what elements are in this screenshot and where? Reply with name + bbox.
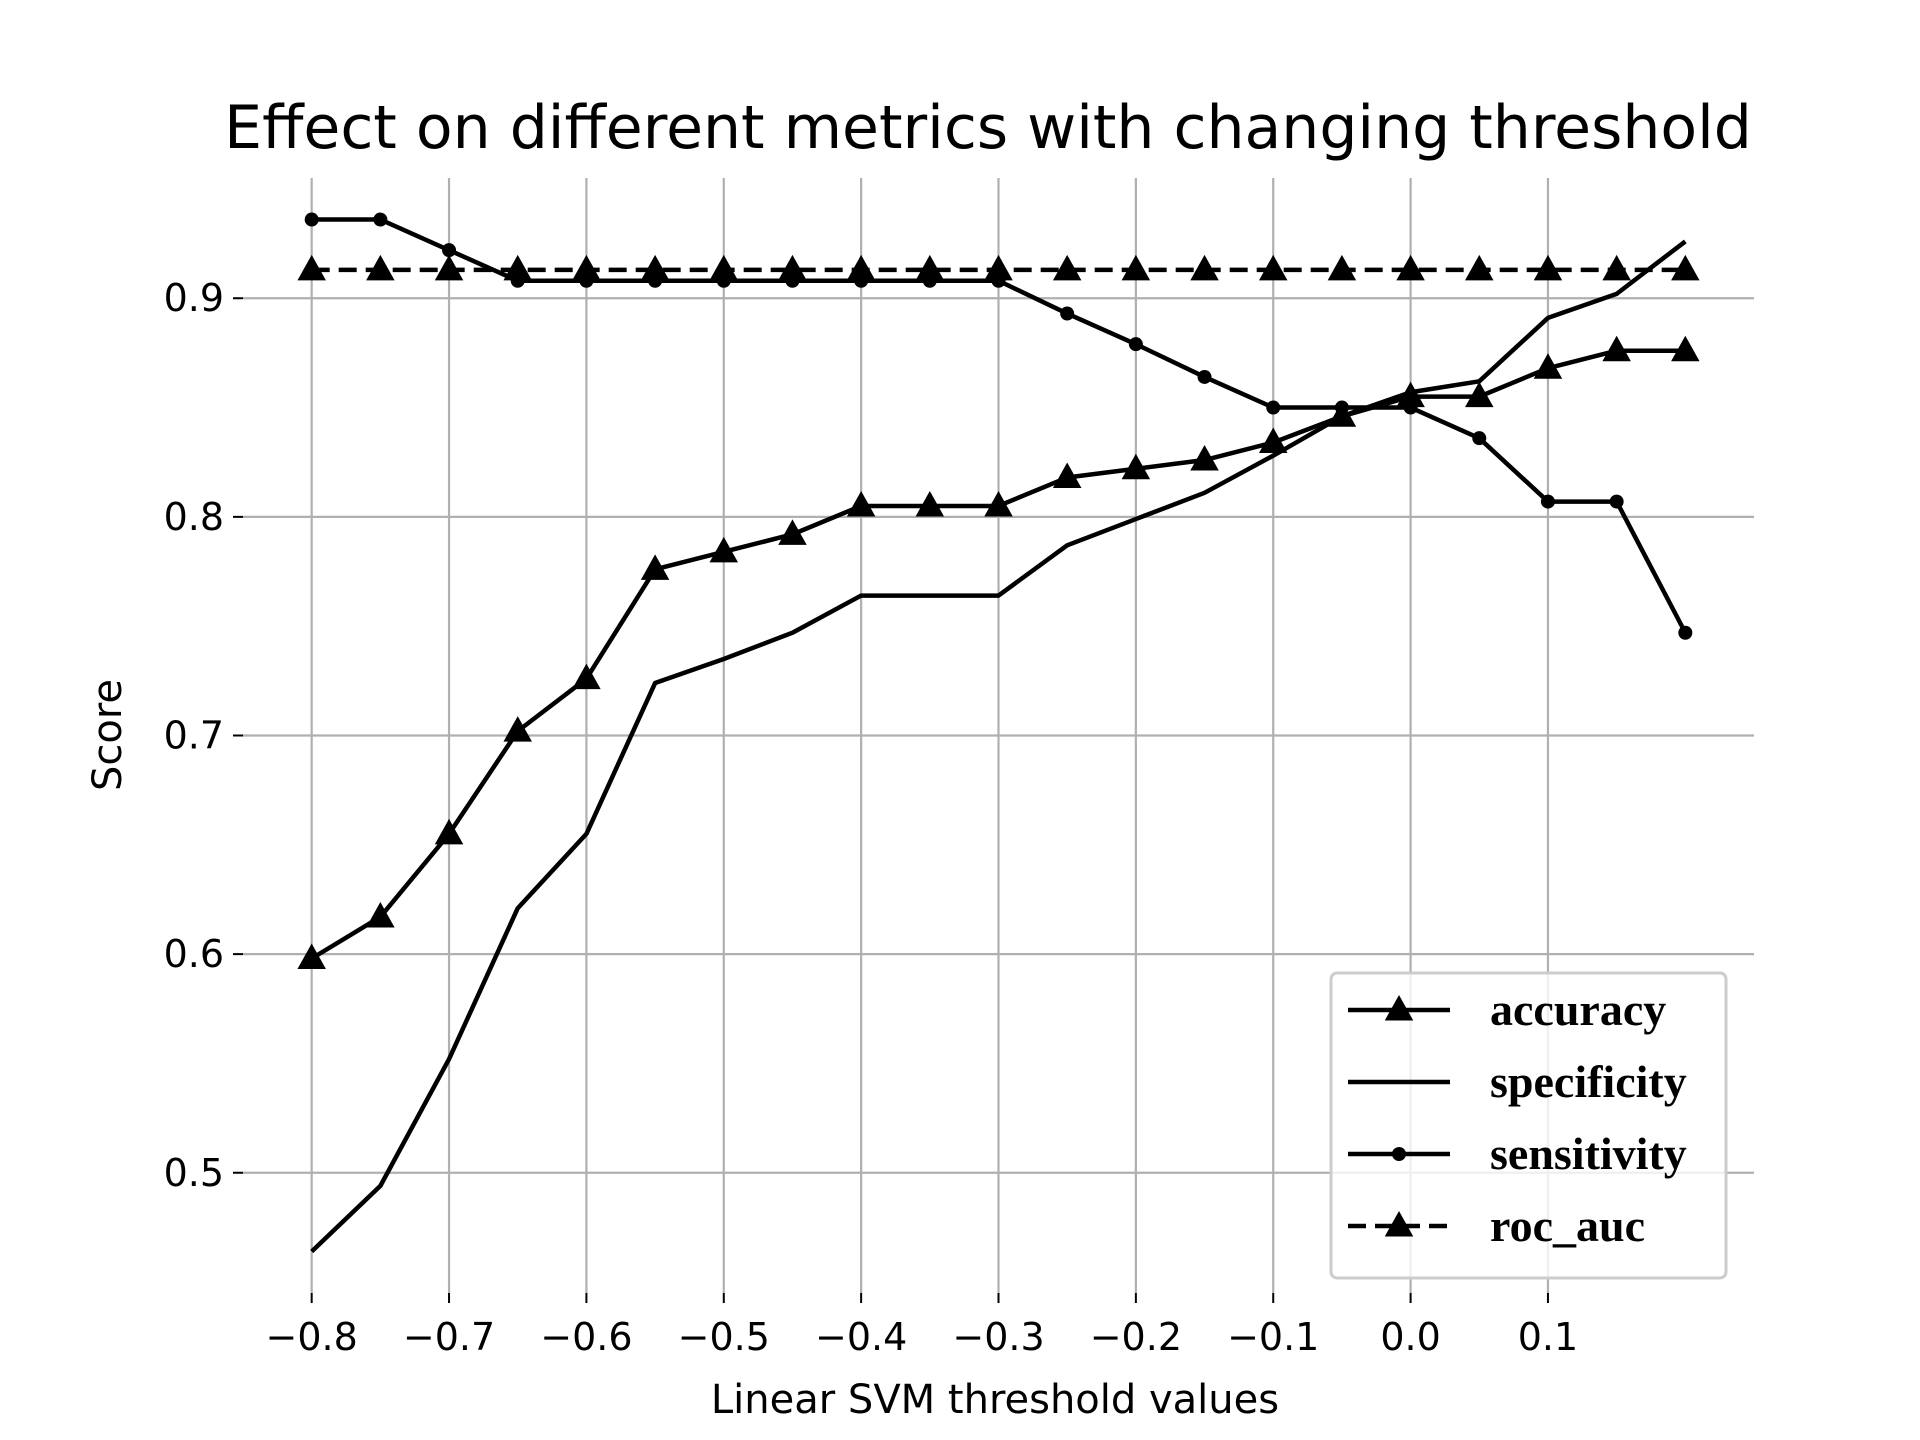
data-point — [1121, 453, 1151, 480]
data-point — [1060, 306, 1075, 321]
data-point — [1671, 254, 1700, 281]
series-roc-auc — [297, 254, 1700, 281]
data-point — [778, 254, 807, 281]
data-point — [846, 490, 876, 517]
legend-item-specificity: specificity — [1348, 1056, 1687, 1107]
series-specificity — [310, 239, 1687, 1254]
x-tick-label: 0.1 — [1518, 1315, 1578, 1359]
data-point — [1602, 254, 1631, 281]
data-point — [572, 663, 601, 690]
legend-item-sensitivity: sensitivity — [1348, 1128, 1687, 1179]
legend-label: accuracy — [1490, 984, 1666, 1035]
data-point — [1197, 369, 1212, 384]
data-point — [572, 254, 601, 281]
legend-item-roc-auc: roc_auc — [1348, 1200, 1645, 1251]
x-tick-label: −0.2 — [1090, 1315, 1182, 1359]
data-point — [1327, 254, 1357, 281]
chart-title: Effect on different metrics with changin… — [224, 93, 1752, 163]
series-layer — [297, 212, 1700, 1254]
data-point — [1671, 335, 1700, 362]
x-tick-label: −0.5 — [678, 1315, 770, 1359]
data-point — [1258, 427, 1288, 454]
data-point — [778, 519, 807, 545]
data-point — [1609, 494, 1624, 509]
legend-item-accuracy: accuracy — [1348, 984, 1666, 1035]
legend-marker — [1384, 995, 1414, 1021]
data-point — [297, 943, 326, 969]
data-point — [1540, 494, 1555, 509]
x-tick-label: −0.6 — [540, 1315, 632, 1359]
data-point — [1602, 335, 1631, 362]
legend: accuracy specificity sensitivity roc_auc — [1329, 971, 1728, 1280]
series-accuracy — [297, 335, 1700, 969]
data-point — [442, 243, 457, 258]
data-point — [1533, 254, 1563, 281]
x-axis-label: Linear SVM threshold values — [711, 1377, 1279, 1423]
data-point — [1190, 254, 1219, 281]
x-tick-label: −0.4 — [815, 1315, 907, 1359]
x-tick-label: 0.0 — [1380, 1315, 1440, 1359]
x-tick-label: −0.8 — [266, 1315, 358, 1359]
legend-label: specificity — [1490, 1056, 1687, 1107]
data-point — [1403, 400, 1418, 415]
data-point — [1052, 462, 1082, 489]
data-point — [1465, 254, 1494, 281]
data-point — [640, 554, 670, 580]
data-point — [1472, 431, 1487, 446]
data-point — [984, 254, 1013, 281]
data-point — [709, 536, 739, 563]
data-point — [846, 254, 876, 281]
data-point — [1258, 254, 1288, 281]
legend-marker — [1384, 1211, 1414, 1237]
data-point — [1128, 337, 1143, 352]
y-tick-label: 0.9 — [164, 276, 224, 320]
x-axis-ticks: −0.8 −0.7 −0.6 −0.5 −0.4 −0.3 −0.2 −0.1 0.0 0.1 — [266, 1293, 1578, 1359]
data-point — [1334, 400, 1349, 415]
data-point — [1052, 254, 1082, 281]
y-tick-label: 0.5 — [164, 1151, 224, 1195]
data-point — [503, 254, 532, 281]
legend-label: roc_auc — [1490, 1200, 1645, 1251]
y-axis-label: Score — [85, 679, 131, 791]
y-tick-label: 0.7 — [164, 714, 224, 758]
y-axis-ticks: 0.5 0.6 0.7 0.8 0.9 — [164, 276, 243, 1195]
data-point — [984, 490, 1013, 517]
data-point — [373, 212, 388, 227]
data-point — [1533, 353, 1563, 379]
data-point — [366, 254, 395, 281]
data-point — [1266, 400, 1281, 415]
data-point — [709, 254, 739, 281]
data-point — [1465, 381, 1494, 408]
x-tick-label: −0.1 — [1227, 1315, 1319, 1359]
data-point — [434, 818, 464, 845]
data-point — [915, 490, 945, 517]
data-point — [1396, 254, 1425, 281]
data-point — [304, 212, 319, 227]
data-point — [1190, 445, 1219, 471]
data-point — [640, 254, 670, 281]
legend-marker — [1392, 1147, 1406, 1161]
data-point — [297, 254, 326, 281]
data-point — [366, 901, 395, 928]
data-point — [434, 254, 464, 281]
y-tick-label: 0.8 — [164, 495, 224, 539]
data-point — [1678, 625, 1693, 640]
y-tick-label: 0.6 — [164, 932, 224, 976]
x-tick-label: −0.3 — [952, 1315, 1044, 1359]
data-point — [503, 716, 532, 742]
legend-label: sensitivity — [1490, 1128, 1687, 1179]
data-point — [915, 254, 945, 281]
x-tick-label: −0.7 — [403, 1315, 495, 1359]
legend-box — [1329, 971, 1728, 1280]
data-point — [1121, 254, 1151, 281]
series-line — [310, 239, 1687, 1254]
